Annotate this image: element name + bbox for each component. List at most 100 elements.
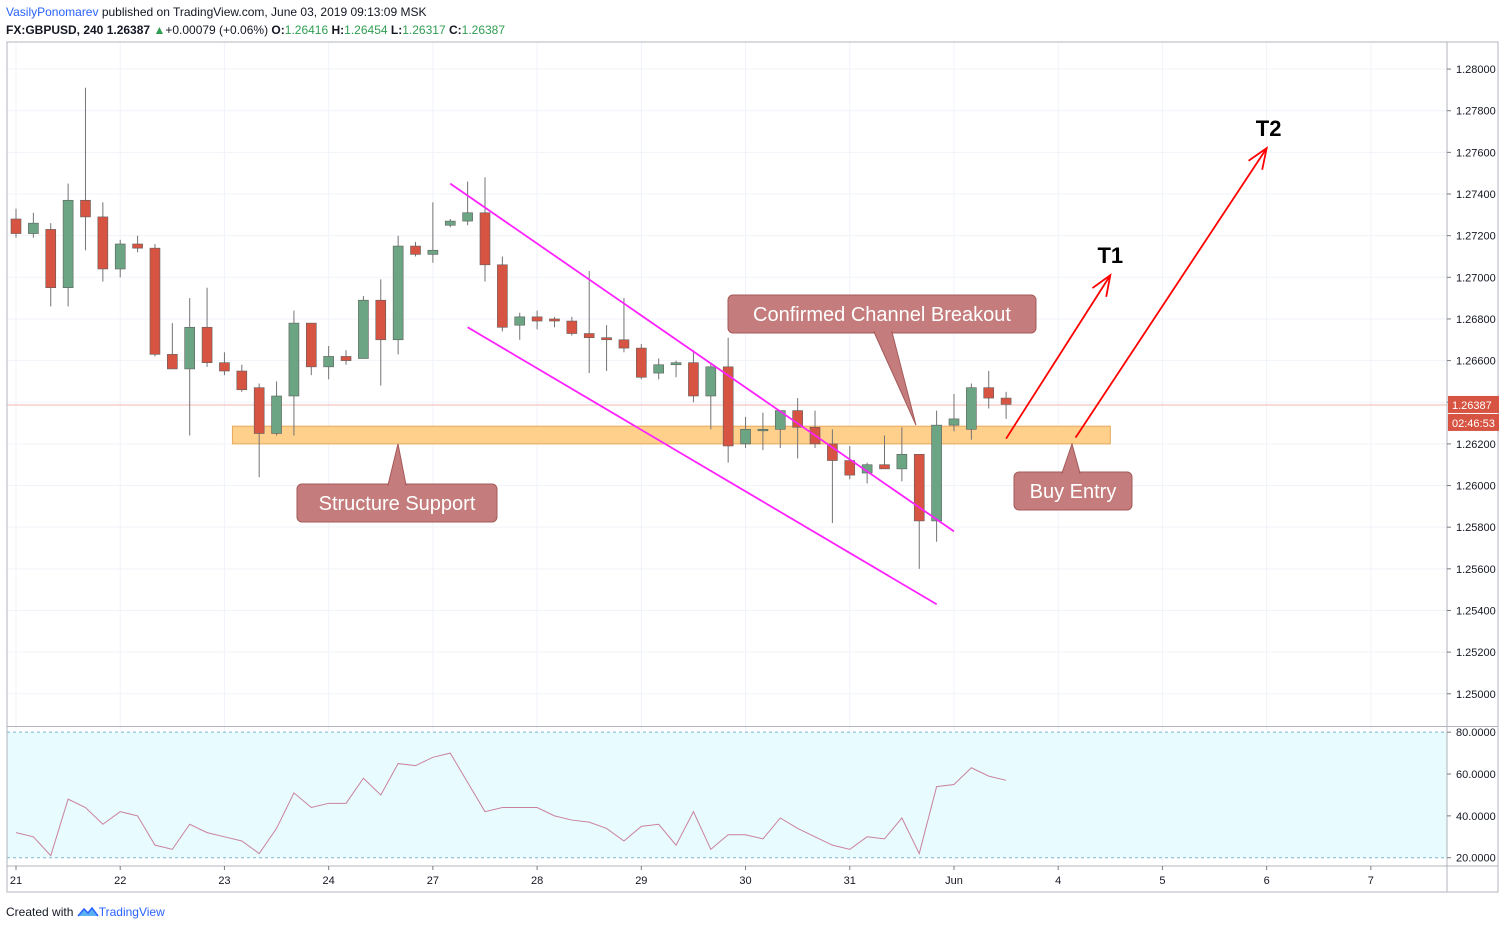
callout-text: Buy Entry (1030, 481, 1117, 503)
candle-body (879, 464, 890, 470)
candle (340, 350, 352, 365)
candle-body (236, 370, 248, 391)
open-value: 1.26416 (284, 23, 329, 37)
countdown-tag (1448, 413, 1499, 431)
candle-body (1000, 397, 1012, 405)
rsi-line (15, 752, 1007, 857)
target-label: T2 (1256, 116, 1282, 141)
candle-body (97, 216, 109, 270)
candle (670, 360, 682, 378)
candle (45, 223, 57, 307)
candle-body (358, 299, 369, 359)
last-price: 1.26387 (106, 23, 151, 37)
candle (879, 435, 890, 470)
author-link[interactable]: VasilyPonomarev (6, 5, 99, 19)
candle-body (618, 339, 630, 349)
time-tick-label: 31 (844, 875, 856, 887)
callout-pointer (873, 331, 917, 426)
time-tick-label: 21 (10, 875, 22, 887)
candle (514, 312, 526, 340)
rsi-tick-label: 20.0000 (1456, 853, 1496, 865)
candle (1000, 391, 1012, 419)
price-tick-label: 1.25400 (1456, 605, 1496, 617)
candle-body (114, 243, 126, 270)
candle (497, 256, 508, 332)
candle-body (948, 418, 960, 426)
candle-body (305, 322, 317, 368)
candle-body (80, 199, 91, 218)
candle (549, 316, 560, 328)
time-tick-label: 29 (635, 875, 647, 887)
price-tick-label: 1.26600 (1456, 356, 1496, 368)
candle (427, 202, 439, 263)
time-tick-label: 5 (1159, 875, 1165, 887)
tradingview-brand[interactable]: TradingView (98, 905, 165, 919)
countdown-tag-label: 02:46:53 (1452, 418, 1495, 430)
candle (966, 383, 977, 440)
candle (392, 235, 404, 355)
candle-body (931, 424, 942, 522)
candle-body (497, 264, 508, 328)
candle-body (983, 387, 995, 399)
candle-body (323, 356, 334, 368)
price-tick-label: 1.26000 (1456, 481, 1496, 493)
open-label: O: (271, 23, 285, 37)
candle (896, 427, 908, 482)
last-price-tag (1448, 395, 1499, 413)
candle-body (792, 410, 803, 428)
channel-line (467, 326, 938, 606)
time-tick-label: 22 (114, 875, 126, 887)
candle (462, 181, 473, 226)
candle (757, 412, 769, 451)
symbol-legend: FX:GBPUSD, 240 1.26387 ▲+0.00079 (+0.06%… (6, 23, 505, 37)
candle (913, 453, 925, 569)
candle (844, 445, 856, 480)
target-arrow-line (1074, 147, 1268, 439)
candle (271, 381, 282, 436)
callout-pointer (387, 443, 407, 486)
candle (201, 287, 213, 367)
candle (722, 337, 734, 463)
candle (809, 410, 821, 449)
candle-body (62, 199, 74, 289)
price-tick-label: 1.27400 (1456, 189, 1496, 201)
candle-body (653, 364, 664, 374)
candle-body (601, 337, 612, 341)
rsi-pane (7, 731, 1447, 859)
price-tick-label: 1.27800 (1456, 106, 1496, 118)
target-arrow-line (1005, 274, 1112, 440)
low-label: L: (390, 23, 403, 37)
callout: Buy Entry (1013, 442, 1133, 511)
candle (114, 239, 126, 278)
candle (219, 352, 230, 376)
channel-line (449, 182, 955, 533)
callout: Confirmed Channel Breakout (727, 294, 1037, 426)
candle (705, 362, 717, 430)
price-tick-label: 1.27600 (1456, 147, 1496, 159)
candle (97, 202, 109, 282)
price-change: +0.00079 (+0.06%) (165, 23, 269, 37)
candle-body (966, 387, 977, 430)
support-zone-rect (231, 425, 1111, 445)
candle-body (462, 212, 473, 222)
candle (566, 316, 578, 336)
price-tick-label: 1.25200 (1456, 647, 1496, 659)
price-tick-label: 1.25800 (1456, 522, 1496, 534)
last-price-tag-label: 1.26387 (1452, 400, 1492, 412)
candle (323, 346, 334, 380)
candle-body (219, 362, 230, 372)
candles (10, 87, 1012, 569)
callout: Structure Support (296, 443, 498, 523)
candle-body (844, 460, 856, 476)
price-tick-label: 1.26200 (1456, 439, 1496, 451)
candle-body (375, 299, 387, 341)
candle (149, 243, 161, 357)
candle (740, 416, 751, 449)
symbol-name[interactable]: FX:GBPUSD, 240 (6, 23, 104, 37)
time-tick-label: 27 (427, 875, 439, 887)
rsi-tick-label: 60.0000 (1456, 769, 1496, 781)
time-tick-label: 28 (531, 875, 543, 887)
time-tick-label: 23 (218, 875, 230, 887)
rsi-tick-label: 40.0000 (1456, 811, 1496, 823)
